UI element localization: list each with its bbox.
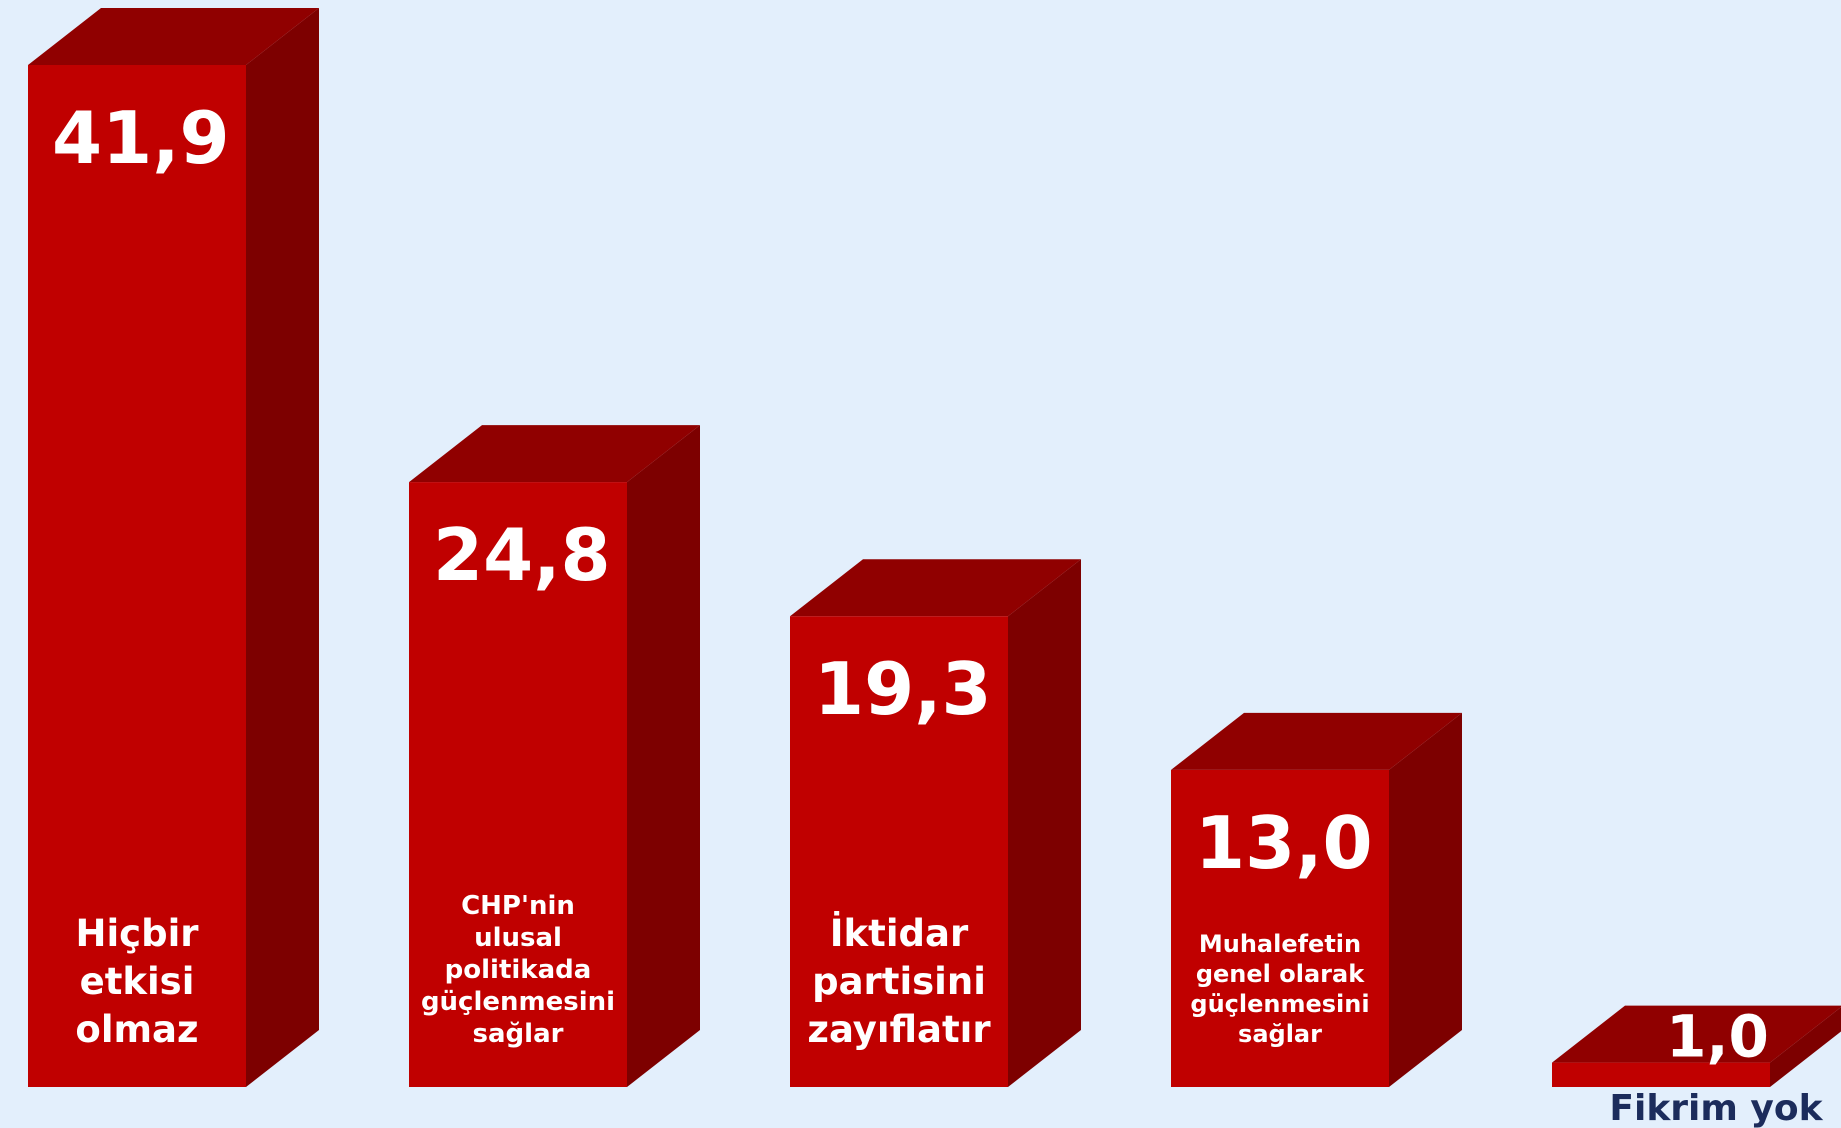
category-label: güçlenmesini — [421, 987, 615, 1017]
data-label: 19,3 — [814, 647, 992, 731]
bar-side-face — [1389, 712, 1462, 1087]
bar-side-face — [1008, 559, 1081, 1087]
bar — [1552, 1062, 1770, 1087]
category-label: sağlar — [473, 1019, 564, 1049]
category-label: partisini — [812, 960, 986, 1003]
bar-top-face — [790, 559, 1081, 617]
bar-top-face — [409, 425, 700, 483]
bar — [1171, 769, 1389, 1087]
data-label: 1,0 — [1666, 1003, 1769, 1071]
category-label: genel olarak — [1196, 960, 1365, 988]
bar-top-face — [28, 8, 319, 65]
category-label: güçlenmesini — [1190, 990, 1369, 1018]
category-label: politikada — [445, 955, 592, 985]
data-label: 41,9 — [52, 96, 230, 180]
bar-side-face — [627, 425, 700, 1087]
bar-top-face — [1552, 1005, 1841, 1063]
category-label: etkisi — [80, 960, 195, 1003]
bar — [790, 616, 1008, 1087]
bar — [28, 65, 246, 1087]
category-label: CHP'nin — [461, 891, 575, 921]
category-label: olmaz — [75, 1008, 198, 1051]
bar-top-face — [1171, 712, 1462, 770]
category-label: ulusal — [474, 923, 562, 953]
category-label: zayıflatır — [807, 1008, 991, 1051]
category-label: İktidar — [830, 911, 969, 955]
bar-side-face — [246, 8, 319, 1087]
category-label: Muhalefetin — [1199, 930, 1361, 958]
category-label: sağlar — [1238, 1020, 1322, 1048]
category-label: Fikrim yok — [1609, 1088, 1823, 1128]
data-label: 24,8 — [433, 513, 611, 597]
category-label: Hiçbir — [76, 912, 200, 955]
data-label: 13,0 — [1195, 801, 1373, 885]
bar-side-face — [1770, 1007, 1841, 1087]
bar — [409, 482, 627, 1087]
